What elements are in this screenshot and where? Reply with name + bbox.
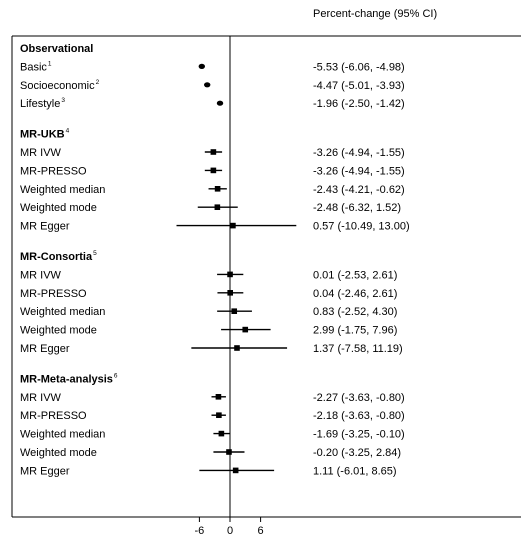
ci-column-header: Percent-change (95% CI)	[313, 8, 437, 20]
point-estimate-marker	[210, 149, 217, 155]
ci-value-text: 0.83 (-2.52, 4.30)	[313, 306, 397, 318]
row-label: Weighted mode	[20, 202, 97, 214]
point-estimate-marker	[204, 82, 211, 88]
point-estimate-marker	[226, 449, 232, 455]
row-label: Lifestyle	[20, 98, 60, 110]
ci-value-text: -2.18 (-3.63, -0.80)	[313, 410, 405, 422]
ci-value-text: -2.43 (-4.21, -0.62)	[313, 184, 405, 196]
point-estimate-marker	[242, 326, 249, 333]
point-estimate-marker	[198, 63, 205, 69]
group-title-footnote: 6	[114, 372, 118, 379]
row-label: MR Egger	[20, 221, 70, 233]
point-estimate-marker	[218, 430, 225, 437]
row-label: Weighted mode	[20, 447, 97, 459]
point-estimate-marker	[232, 467, 239, 474]
row-label: MR-PRESSO	[20, 410, 87, 422]
ci-value-text: 0.04 (-2.46, 2.61)	[313, 288, 397, 300]
ci-value-text: 2.99 (-1.75, 7.96)	[313, 325, 397, 337]
ci-value-text: -3.26 (-4.94, -1.55)	[313, 165, 405, 177]
row-label: Weighted median	[20, 306, 105, 318]
ci-value-text: -4.47 (-5.01, -3.93)	[313, 80, 405, 92]
group-title-footnote: 4	[66, 128, 70, 135]
row-label: MR IVW	[20, 392, 62, 404]
ci-value-text: -3.26 (-4.94, -1.55)	[313, 147, 405, 159]
row-label: MR-PRESSO	[20, 288, 87, 300]
ci-value-text: -1.96 (-2.50, -1.42)	[313, 98, 405, 110]
ci-value-text: -2.48 (-6.32, 1.52)	[313, 202, 401, 214]
point-estimate-marker	[216, 412, 222, 418]
point-estimate-marker	[215, 394, 222, 400]
point-estimate-marker	[216, 100, 224, 106]
point-estimate-marker	[214, 204, 221, 210]
x-tick-label: 0	[227, 525, 233, 537]
point-estimate-marker	[231, 308, 238, 314]
ci-value-text: -5.53 (-6.06, -4.98)	[313, 61, 405, 73]
x-tick-label: 6	[258, 525, 264, 537]
rows-layer: Observational Basic 1 -5.53 (-6.06, -4.98) S…	[20, 43, 410, 477]
row-label-footnote: 2	[96, 79, 100, 86]
row-label: MR IVW	[20, 147, 62, 159]
axis-layer: -6 0 6	[11, 35, 521, 537]
ci-value-text: 0.01 (-2.53, 2.61)	[313, 269, 397, 281]
group-title: MR-UKB	[20, 129, 65, 141]
row-label: MR-PRESSO	[20, 165, 87, 177]
row-label: MR Egger	[20, 343, 70, 355]
ci-value-text: -1.69 (-3.25, -0.10)	[313, 429, 405, 441]
ci-value-text: -2.27 (-3.63, -0.80)	[313, 392, 405, 404]
row-label-footnote: 3	[61, 97, 65, 104]
group-title: MR-Consortia	[20, 251, 93, 263]
row-label: MR Egger	[20, 465, 70, 477]
point-estimate-marker	[234, 345, 240, 351]
ci-value-text: 1.11 (-6.01, 8.65)	[313, 465, 397, 477]
group-title-footnote: 5	[93, 250, 97, 257]
point-estimate-marker	[230, 222, 236, 229]
row-label: Weighted median	[20, 184, 105, 196]
row-label: MR IVW	[20, 269, 62, 281]
row-label: Basic	[20, 61, 47, 73]
x-tick-label: -6	[195, 525, 205, 537]
ci-value-text: 0.57 (-10.49, 13.00)	[313, 221, 410, 233]
ci-value-text: 1.37 (-7.58, 11.19)	[313, 343, 403, 355]
point-estimate-marker	[214, 186, 221, 192]
row-label: Weighted mode	[20, 325, 97, 337]
group-title: MR-Meta-analysis	[20, 373, 113, 385]
row-label: Socioeconomic	[20, 80, 95, 92]
ci-value-text: -0.20 (-3.25, 2.84)	[313, 447, 401, 459]
group-title: Observational	[20, 43, 93, 55]
point-estimate-marker	[210, 167, 217, 174]
row-label-footnote: 1	[48, 60, 52, 67]
row-label: Weighted median	[20, 429, 105, 441]
